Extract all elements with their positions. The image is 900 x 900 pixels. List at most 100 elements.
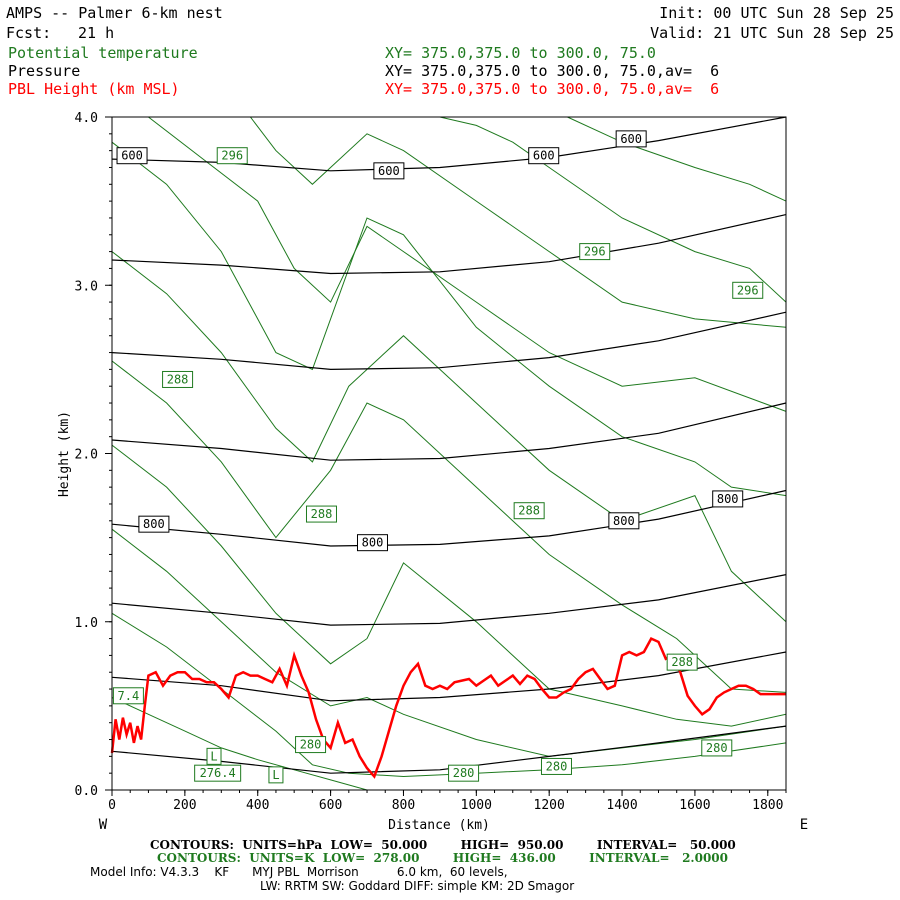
init-time: Init: 00 UTC Sun 28 Sep 25 — [659, 4, 894, 22]
legend-pressure-spec: XY= 375.0,375.0 to 300.0, 75.0,av= 6 — [385, 62, 720, 80]
contour-label-box — [112, 687, 144, 705]
pressure-contour-line — [111, 311, 787, 371]
forecast-hour: 21 h — [78, 24, 115, 42]
footer-physics: LW: RRTM SW: Goddard DIFF: simple KM: 2D… — [260, 879, 575, 893]
contour-label: 600 — [620, 132, 642, 146]
x-tick-label: 1800 — [752, 798, 783, 813]
contour-label-box — [732, 281, 764, 299]
x-tick-label: 200 — [173, 798, 196, 813]
y-tick-label: 3.0 — [75, 279, 98, 294]
footer-model-info: Model Info: V4.3.3 KF MYJ PBL Morrison 6… — [90, 865, 508, 879]
contour-label-box — [528, 147, 560, 165]
contour-label-box — [448, 764, 480, 782]
contour-label: 800 — [143, 517, 165, 531]
contour-label: 800 — [613, 514, 635, 528]
theta-contour-line — [148, 116, 787, 412]
pressure-contour-line — [111, 214, 787, 275]
legend-pbl-spec: XY= 375.0,375.0 to 300.0, 75.0,av= 6 — [385, 80, 720, 98]
y-tick-label: 4.0 — [75, 111, 98, 126]
theta-contour-line — [567, 116, 787, 202]
contour-label: 296 — [584, 245, 606, 259]
x-tick-label: 600 — [319, 798, 342, 813]
theta-contours — [111, 116, 787, 791]
contour-label: 296 — [221, 149, 243, 163]
contour-label: 280 — [546, 759, 568, 773]
contour-label-box — [373, 162, 405, 180]
forecast-label: Fcst: — [6, 24, 52, 42]
y-tick-label: 0.0 — [75, 784, 98, 799]
contour-label: L — [272, 768, 279, 782]
pressure-contours — [111, 116, 787, 774]
legend-pressure-name: Pressure — [8, 62, 81, 80]
contour-label-box — [608, 512, 640, 530]
y-axis-label: Height (km) — [57, 411, 72, 497]
x-tick-label: 1400 — [606, 798, 637, 813]
contour-label: 296 — [737, 283, 759, 297]
contour-label-box — [116, 147, 148, 165]
contour-label: 800 — [362, 536, 384, 550]
contour-label-box — [295, 736, 327, 754]
west-label: W — [99, 817, 108, 833]
contour-label-box — [579, 243, 611, 261]
contour-label: 288 — [671, 655, 693, 669]
contour-label: 288 — [311, 507, 333, 521]
contour-label-box — [356, 534, 388, 552]
contour-label-box — [138, 515, 170, 533]
x-tick-label: 400 — [246, 798, 269, 813]
theta-contour-line — [111, 141, 787, 497]
contour-label-box — [540, 757, 572, 775]
contour-label-box — [162, 370, 194, 388]
contour-label-box — [206, 747, 222, 765]
contour-label-box — [701, 739, 733, 757]
pressure-contour-line — [111, 574, 787, 626]
contour-label: 280 — [706, 741, 728, 755]
y-tick-label: 1.0 — [75, 616, 98, 631]
pbl-height-line — [110, 636, 786, 779]
contour-label: 7.4 — [118, 689, 140, 703]
chart-title: AMPS -- Palmer 6-km nest — [6, 4, 223, 22]
contour-label-box — [712, 490, 744, 508]
theta-contour-line — [250, 116, 787, 328]
contour-label: 288 — [518, 504, 540, 518]
contour-label: 280 — [300, 738, 322, 752]
contour-label: 600 — [533, 149, 555, 163]
x-tick-label: 1000 — [461, 798, 492, 813]
x-tick-label: 1600 — [679, 798, 710, 813]
theta-contour-line — [111, 360, 787, 693]
legend-theta-spec: XY= 375.0,375.0 to 300.0, 75.0 — [385, 44, 656, 62]
x-tick-label: 800 — [392, 798, 415, 813]
theta-contour-line — [111, 444, 787, 727]
footer-theta-contours: CONTOURS: UNITS=K LOW= 278.00 HIGH= 436.… — [157, 851, 728, 865]
x-axis-label: Distance (km) — [388, 818, 490, 833]
pbl-height-series — [110, 636, 786, 779]
x-tick-label: 0 — [108, 798, 116, 813]
theta-contour-line — [111, 251, 787, 623]
pressure-contour-line — [111, 651, 787, 702]
contour-label: L — [210, 749, 217, 763]
contour-label-box — [194, 764, 242, 782]
contour-label-box — [615, 130, 647, 148]
contour-label: 288 — [167, 372, 189, 386]
contour-label-box — [305, 505, 337, 523]
contour-labels: 600 600 600 600 800 800 800 800 296 296 296 288 288 2… — [112, 130, 764, 784]
axes: 0 200 400 600 800 1000 1200 1400 1600 1800 0.0 1.0 2… — [57, 111, 808, 833]
valid-time: Valid: 21 UTC Sun 28 Sep 25 — [650, 24, 894, 42]
contour-label-box — [216, 147, 248, 165]
theta-contour-line — [439, 116, 787, 303]
pressure-contour-line — [111, 116, 787, 172]
contour-label-box — [666, 653, 698, 671]
legend-theta-name: Potential temperature — [8, 44, 198, 62]
footer-pressure-contours: CONTOURS: UNITS=hPa LOW= 50.000 HIGH= 95… — [150, 838, 736, 852]
y-tick-label: 2.0 — [75, 448, 98, 463]
pressure-contour-line — [111, 402, 787, 461]
contour-label: 600 — [378, 164, 400, 178]
pressure-contour-line — [111, 489, 787, 547]
x-tick-label: 1200 — [534, 798, 565, 813]
contour-label-box — [513, 502, 545, 520]
contour-label-box — [268, 766, 284, 784]
east-label: E — [800, 817, 808, 833]
contour-label: 600 — [121, 149, 143, 163]
legend-pbl-name: PBL Height (km MSL) — [8, 80, 180, 98]
contour-label: 800 — [717, 492, 739, 506]
